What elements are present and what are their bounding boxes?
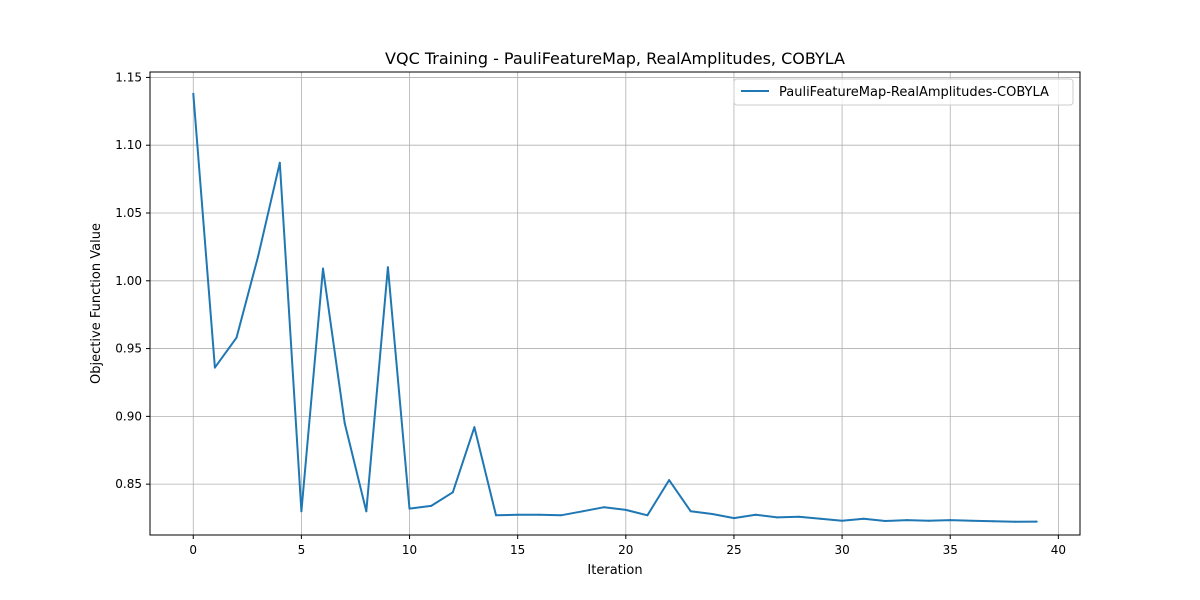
- data-point: [754, 513, 757, 516]
- data-point: [235, 336, 238, 339]
- chart-title: VQC Training - PauliFeatureMap, RealAmpl…: [385, 49, 845, 68]
- y-tick-label: 0.95: [115, 342, 142, 356]
- data-point: [970, 519, 973, 522]
- data-point: [495, 514, 497, 517]
- data-point: [278, 161, 281, 164]
- data-point: [257, 255, 260, 258]
- y-tick-label: 0.85: [115, 477, 142, 491]
- y-tick-label: 1.05: [115, 206, 142, 220]
- data-point: [603, 506, 606, 509]
- data-point: [300, 510, 303, 513]
- x-axis-label: Iteration: [587, 563, 642, 578]
- grid: [150, 72, 1080, 535]
- data-point: [927, 519, 930, 522]
- series-layer: [192, 92, 1038, 523]
- data-point: [711, 513, 714, 515]
- y-axis: 0.85 0.90 0.95 1.00 1.05 1.10 1.15: [115, 70, 150, 491]
- data-point: [559, 514, 562, 517]
- data-point: [841, 519, 844, 522]
- data-point: [343, 422, 346, 425]
- series-line: [192, 93, 1037, 523]
- plot-frame: [149, 71, 1081, 536]
- x-tick-label: 0: [189, 543, 197, 557]
- data-point: [1014, 520, 1017, 523]
- y-tick-label: 0.90: [115, 409, 142, 423]
- data-point: [646, 514, 649, 517]
- data-point: [516, 513, 519, 516]
- data-point: [949, 519, 952, 522]
- data-point: [322, 267, 324, 270]
- y-tick-label: 1.15: [115, 70, 142, 84]
- x-tick-label: 40: [1051, 543, 1066, 557]
- legend-entry-label: PauliFeatureMap-RealAmplitudes-COBYLA: [779, 85, 1049, 100]
- data-point: [819, 517, 822, 520]
- legend: PauliFeatureMap-RealAmplitudes-COBYLA: [733, 78, 1074, 106]
- x-tick-label: 15: [510, 543, 525, 557]
- y-axis-label: Objective Function Value: [89, 223, 104, 384]
- data-point: [733, 517, 735, 520]
- data-point: [797, 515, 800, 518]
- x-tick-label: 35: [943, 543, 958, 557]
- data-point: [689, 510, 692, 513]
- data-point: [451, 491, 454, 494]
- data-point: [473, 426, 476, 429]
- data-point: [581, 510, 584, 513]
- y-tick-label: 1.00: [115, 274, 142, 288]
- data-point: [430, 504, 433, 507]
- data-point: [408, 507, 411, 510]
- x-tick-label: 5: [298, 543, 306, 557]
- data-point: [992, 520, 995, 523]
- data-point: [213, 366, 216, 369]
- legend-box: [733, 78, 1074, 106]
- data-point: [776, 516, 779, 519]
- x-axis: 0 5 10 15 20 25 30 35 40: [189, 535, 1066, 557]
- data-point: [862, 517, 865, 520]
- data-point: [624, 508, 627, 511]
- data-point: [668, 479, 671, 482]
- data-point: [906, 519, 908, 522]
- data-point: [884, 520, 887, 522]
- x-tick-label: 10: [402, 543, 417, 557]
- x-tick-label: 20: [618, 543, 633, 557]
- data-point: [1035, 520, 1038, 523]
- data-point: [192, 92, 195, 95]
- y-tick-label: 1.10: [115, 138, 142, 152]
- x-tick-label: 25: [726, 543, 741, 557]
- x-tick-label: 30: [834, 543, 849, 557]
- data-point: [365, 510, 368, 513]
- data-point: [386, 266, 389, 269]
- data-point: [538, 513, 541, 516]
